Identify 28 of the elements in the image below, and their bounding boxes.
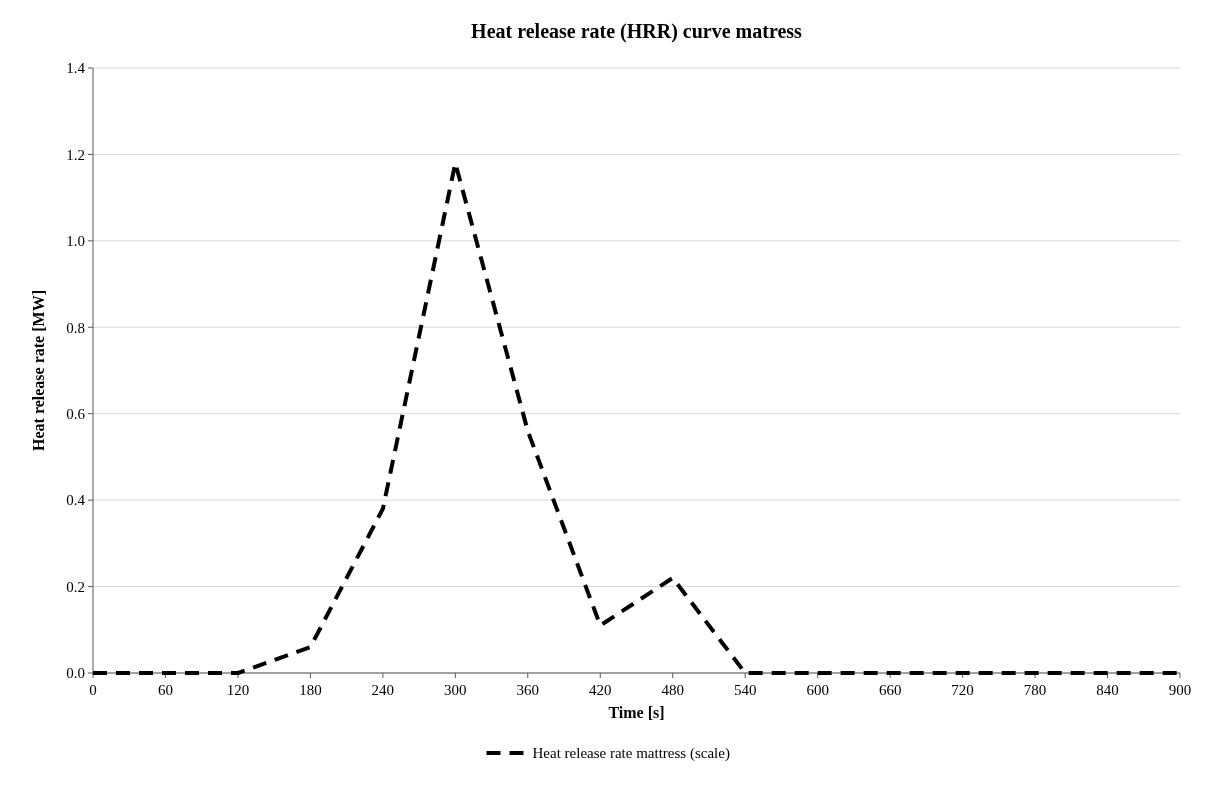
chart-title: Heat release rate (HRR) curve matress (471, 20, 803, 43)
y-tick-label: 1.4 (66, 60, 86, 77)
x-tick-label: 360 (516, 682, 540, 698)
y-tick-label: 0.0 (66, 665, 85, 682)
y-tick-label: 0.2 (66, 578, 85, 595)
y-tick-label: 0.8 (66, 319, 85, 336)
x-tick-label: 180 (299, 682, 322, 698)
x-tick-label: 120 (226, 682, 250, 698)
x-tick-label: 780 (1023, 682, 1047, 698)
x-tick-label: 300 (444, 682, 467, 698)
x-tick-label: 240 (371, 682, 395, 698)
y-tick-label: 1.2 (66, 146, 85, 163)
x-tick-label: 660 (878, 682, 902, 698)
legend-label: Heat release rate mattress (scale) (532, 745, 730, 763)
x-tick-label: 60 (157, 682, 173, 698)
x-tick-label: 420 (589, 682, 612, 698)
x-tick-label: 540 (733, 682, 757, 698)
x-tick-label: 840 (1096, 682, 1119, 698)
x-tick-label: 600 (806, 682, 829, 698)
x-tick-label: 900 (1168, 682, 1192, 698)
x-tick-label: 720 (951, 682, 974, 698)
x-tick-label: 480 (661, 682, 684, 698)
x-axis-title: Time [s] (608, 704, 665, 721)
y-axis-title: Heat release rate [MW] (30, 290, 47, 451)
y-tick-label: 0.6 (66, 405, 86, 422)
y-tick-label: 1.0 (66, 233, 85, 250)
y-tick-label: 0.4 (66, 492, 86, 509)
x-tick-label: 0 (89, 682, 97, 698)
